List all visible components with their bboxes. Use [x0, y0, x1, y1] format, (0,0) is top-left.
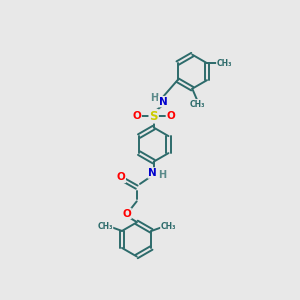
Text: CH₃: CH₃	[217, 59, 232, 68]
Text: CH₃: CH₃	[97, 222, 113, 231]
Text: CH₃: CH₃	[161, 222, 176, 231]
Text: CH₃: CH₃	[189, 100, 205, 109]
Text: O: O	[167, 111, 175, 121]
Text: O: O	[116, 172, 125, 182]
Text: H: H	[150, 93, 158, 103]
Text: O: O	[132, 111, 141, 121]
Text: N: N	[148, 168, 157, 178]
Text: S: S	[149, 110, 158, 123]
Text: N: N	[159, 97, 167, 107]
Text: O: O	[122, 208, 131, 218]
Text: H: H	[159, 170, 167, 180]
